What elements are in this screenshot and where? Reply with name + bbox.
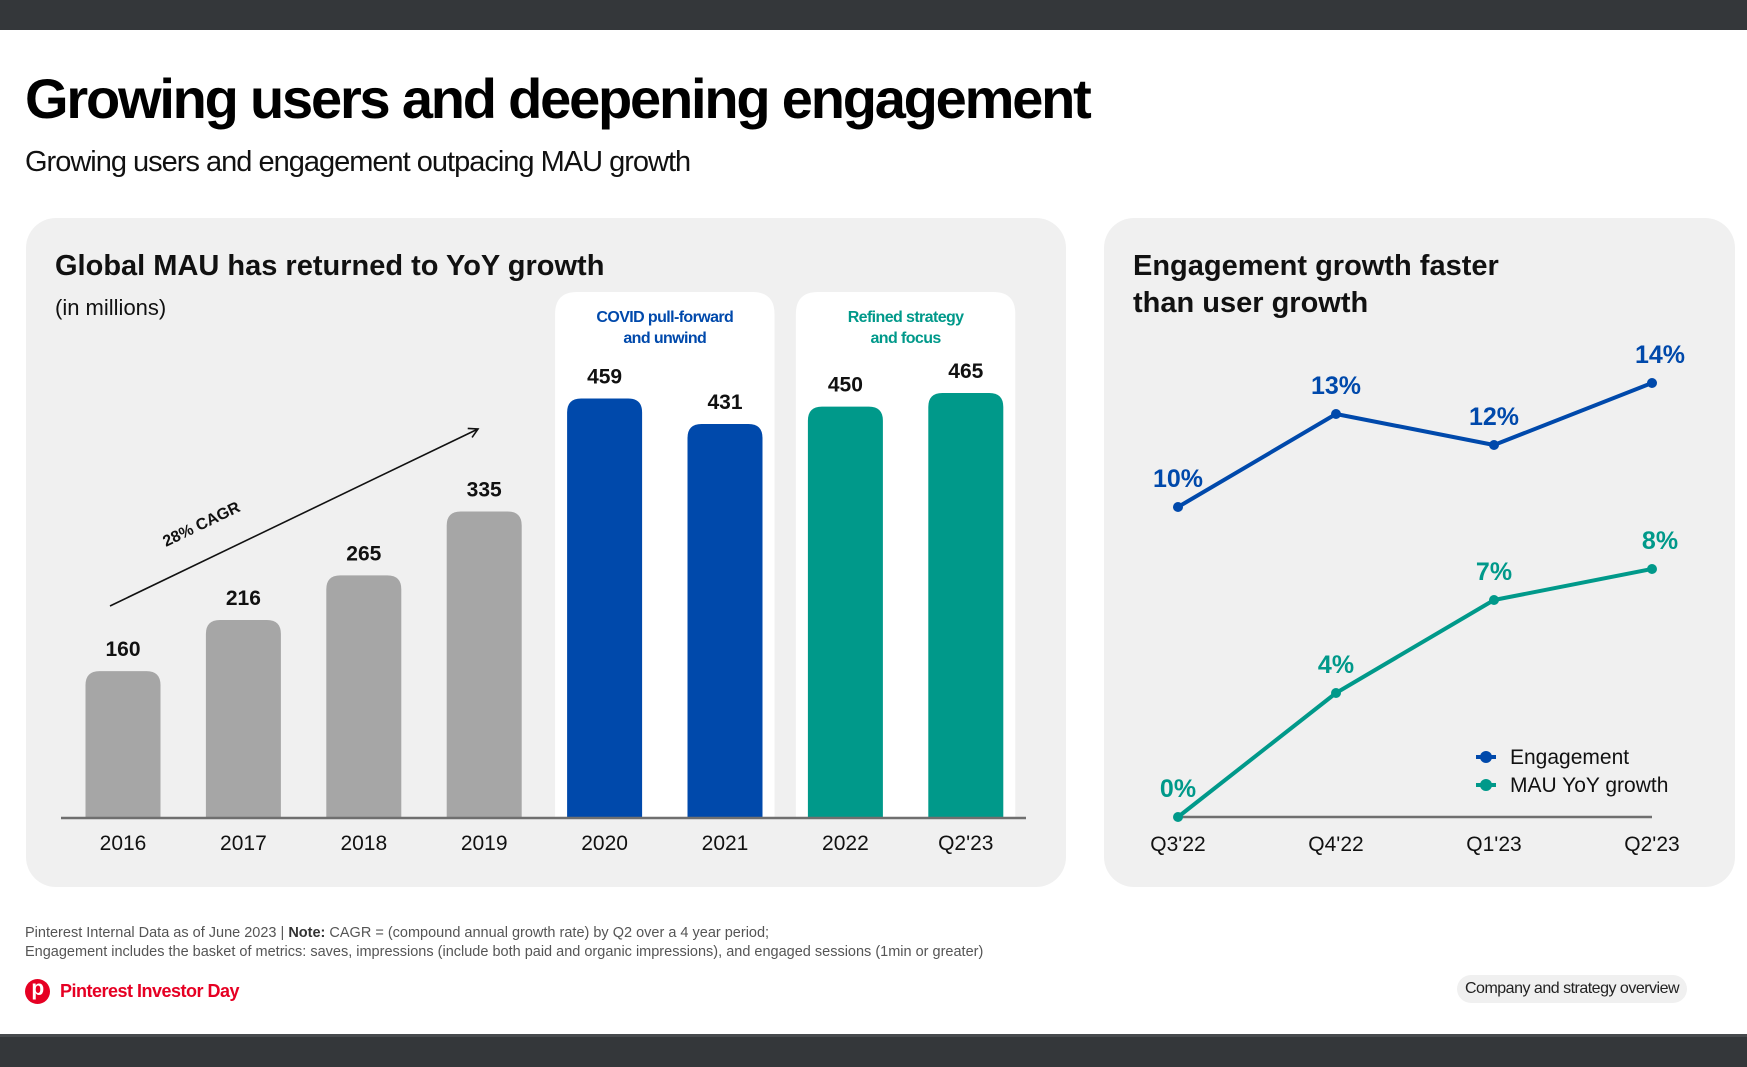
- x-tick-label: 2018: [340, 832, 387, 855]
- period-annotation-label: COVID pull-forward: [596, 309, 733, 326]
- legend-label: MAU YoY growth: [1510, 774, 1668, 797]
- legend-marker: [1480, 779, 1492, 791]
- bar-value-label: 160: [105, 638, 140, 661]
- x-tick-label: 2017: [220, 832, 267, 855]
- period-annotation-label: and focus: [871, 330, 942, 347]
- page-subtitle: Growing users and engagement outpacing M…: [25, 146, 691, 178]
- bar-2020: [567, 398, 643, 817]
- pinterest-logo-icon: [25, 977, 50, 1004]
- engagement-title-line-2: than user growth: [1133, 287, 1369, 319]
- footnote-source: Pinterest Internal Data as of June 2023 …: [25, 925, 289, 941]
- data-label: 14%: [1635, 341, 1685, 369]
- bar-value-label: 459: [587, 365, 622, 388]
- series-line-mau-yoy-growth: [1176, 567, 1653, 819]
- x-tick-label: 2016: [100, 832, 147, 855]
- engagement-title-line-1: Engagement growth faster: [1133, 250, 1499, 282]
- brand-name: Pinterest Investor Day: [60, 981, 240, 1001]
- data-label: 10%: [1153, 465, 1203, 493]
- bar-2019: [446, 511, 522, 817]
- period-annotation-label: Refined strategy: [848, 309, 964, 326]
- engagement-chart-title: Engagement growth faster than user growt…: [1133, 248, 1499, 322]
- data-label: 4%: [1318, 651, 1354, 679]
- x-tick-label: 2022: [822, 832, 869, 855]
- data-point: [1331, 409, 1341, 419]
- footnote: Pinterest Internal Data as of June 2023 …: [25, 924, 983, 962]
- brand-logo: Pinterest Investor Day: [25, 977, 240, 1004]
- x-tick-label: Q4'22: [1308, 833, 1363, 856]
- x-tick-label: Q2'23: [938, 832, 993, 855]
- footnote-engagement-definition: Engagement includes the basket of metric…: [25, 944, 984, 960]
- data-point: [1173, 812, 1183, 822]
- footnote-cagr-definition: CAGR = (compound annual growth rate) by …: [325, 925, 770, 941]
- period-annotation-label: and unwind: [623, 330, 706, 347]
- x-tick-label: 2019: [461, 832, 508, 855]
- bar-value-label: 450: [828, 374, 863, 397]
- bar-2018: [326, 575, 402, 817]
- top-bar: [0, 0, 1747, 30]
- x-tick-label: Q2'23: [1624, 833, 1679, 856]
- page-title: Growing users and deepening engagement: [25, 67, 1092, 130]
- bar-2021: [687, 424, 763, 817]
- data-point: [1489, 440, 1499, 450]
- data-label: 7%: [1476, 558, 1512, 586]
- data-label: 8%: [1642, 527, 1678, 555]
- x-tick-label: Q3'22: [1150, 833, 1205, 856]
- engagement-chart-card: Engagement growth faster than user growt…: [1104, 218, 1735, 887]
- mau-chart-unit: (in millions): [55, 295, 167, 320]
- bar-value-label: 265: [346, 542, 381, 565]
- x-tick-label: 2020: [581, 832, 628, 855]
- data-point: [1331, 688, 1341, 698]
- footnote-note-label: Note:: [288, 925, 326, 941]
- mau-chart-title: Global MAU has returned to YoY growth: [55, 250, 605, 282]
- bottom-bar: [0, 1034, 1747, 1067]
- data-point: [1647, 564, 1657, 574]
- bar-value-label: 465: [948, 360, 983, 383]
- bar-value-label: 431: [707, 391, 742, 414]
- series-line-engagement: [1176, 381, 1653, 509]
- cagr-arrow: [109, 427, 480, 607]
- x-tick-label: Q1'23: [1466, 833, 1521, 856]
- data-point: [1489, 595, 1499, 605]
- data-label: 0%: [1160, 775, 1196, 803]
- bar-value-label: 216: [226, 587, 261, 610]
- bar-2022: [807, 406, 883, 817]
- data-point: [1647, 378, 1657, 388]
- section-badge: Company and strategy overview: [1457, 975, 1688, 1003]
- x-tick-label: 2021: [702, 832, 749, 855]
- legend-marker: [1480, 751, 1492, 763]
- bar-2016: [85, 671, 161, 817]
- data-label: 12%: [1469, 403, 1519, 431]
- data-label: 13%: [1311, 372, 1361, 400]
- data-point: [1173, 502, 1183, 512]
- legend-label: Engagement: [1510, 746, 1629, 769]
- bar-value-label: 335: [467, 479, 502, 502]
- bar-Q2'23: [928, 393, 1004, 817]
- bar-2017: [205, 620, 281, 817]
